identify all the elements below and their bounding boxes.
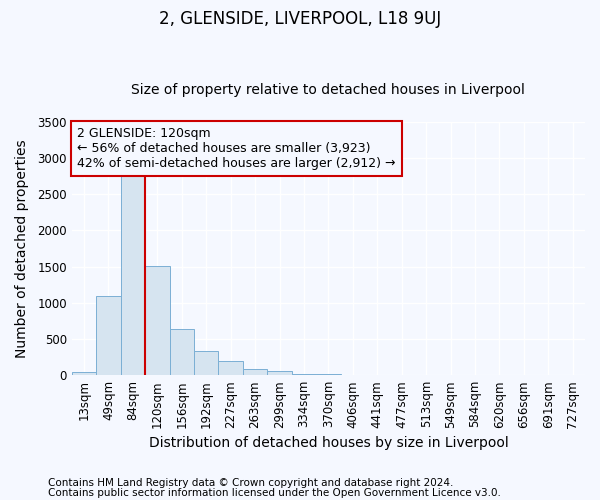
X-axis label: Distribution of detached houses by size in Liverpool: Distribution of detached houses by size … <box>149 436 508 450</box>
Text: Contains HM Land Registry data © Crown copyright and database right 2024.: Contains HM Land Registry data © Crown c… <box>48 478 454 488</box>
Bar <box>96 296 121 375</box>
Bar <box>316 374 341 375</box>
Bar <box>268 371 292 375</box>
Bar <box>218 362 243 375</box>
Bar <box>170 329 194 375</box>
Bar <box>292 374 316 375</box>
Bar <box>243 368 268 375</box>
Bar <box>194 352 218 375</box>
Text: Contains public sector information licensed under the Open Government Licence v3: Contains public sector information licen… <box>48 488 501 498</box>
Title: Size of property relative to detached houses in Liverpool: Size of property relative to detached ho… <box>131 83 526 97</box>
Text: 2, GLENSIDE, LIVERPOOL, L18 9UJ: 2, GLENSIDE, LIVERPOOL, L18 9UJ <box>159 10 441 28</box>
Y-axis label: Number of detached properties: Number of detached properties <box>15 139 29 358</box>
Bar <box>121 162 145 375</box>
Text: 2 GLENSIDE: 120sqm
← 56% of detached houses are smaller (3,923)
42% of semi-deta: 2 GLENSIDE: 120sqm ← 56% of detached hou… <box>77 127 395 170</box>
Bar <box>145 266 170 375</box>
Bar <box>72 372 96 375</box>
